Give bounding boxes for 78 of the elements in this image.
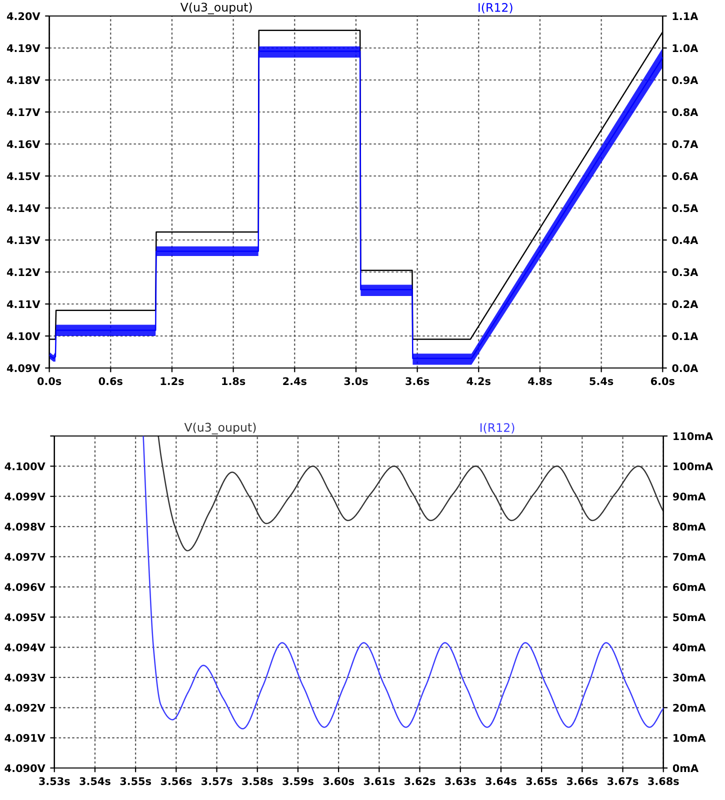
- text: I(R12): [478, 2, 512, 14]
- y2-tick-label: 1.0A: [672, 44, 698, 52]
- x-tick-label: 3.0s: [344, 377, 368, 386]
- x-tick-label: 3.55s: [120, 777, 152, 786]
- y2-tick-label: 0mA: [672, 764, 699, 772]
- y2-tick-label: 0.9A: [672, 76, 698, 84]
- y-tick-label: 4.10V: [6, 332, 40, 340]
- y2-tick-label: 80mA: [673, 522, 706, 531]
- y2-tick-label: 0.1A: [672, 332, 698, 340]
- y2-tick-label: 20mA: [673, 704, 706, 712]
- y-tick-label: 4.16V: [6, 140, 40, 148]
- y2-tick-label: 10mA: [674, 734, 706, 742]
- y-tick-label: 4.096V: [4, 583, 46, 592]
- text: I(R12): [480, 422, 514, 434]
- x-tick-label: 3.59s: [282, 777, 314, 786]
- y2-tick-label: 110mA: [674, 432, 714, 440]
- x-tick-label: 1.8s: [222, 377, 246, 386]
- x-tick-label: 4.8s: [528, 377, 552, 386]
- x-tick-label: 3.60s: [323, 777, 354, 786]
- x-tick-label: 3.56s: [160, 777, 192, 786]
- x-tick-label: 3.68s: [648, 777, 679, 786]
- x-tick-label: 3.65s: [526, 777, 558, 786]
- y-tick-label: 4.099V: [4, 492, 46, 500]
- x-tick-label: 3.64s: [486, 777, 516, 786]
- x-tick-label: 0.0s: [37, 377, 62, 386]
- y2-tick-label: 90mA: [672, 492, 706, 500]
- y-tick-label: 4.18V: [6, 76, 40, 84]
- y-tick-label: 4.098V: [4, 522, 46, 531]
- x-tick-label: 3.62s: [404, 777, 436, 786]
- y2-tick-label: 0.6A: [672, 172, 698, 180]
- y-tick-label: 4.17V: [6, 108, 40, 116]
- y-tick-label: 4.094V: [4, 644, 46, 652]
- y2-tick-label: 0.5A: [672, 204, 698, 212]
- x-tick-label: 6.0s: [650, 377, 674, 386]
- y-tick-label: 4.095V: [4, 613, 46, 622]
- y-tick-label: 4.11V: [6, 300, 40, 308]
- x-tick-label: 3.66s: [566, 777, 598, 786]
- y2-tick-label: 40mA: [672, 644, 706, 652]
- x-tick-label: 5.4s: [590, 377, 614, 386]
- y2-tick-label: 1.1A: [672, 12, 698, 20]
- text: V(u3_ouput): [184, 422, 256, 434]
- y-tick-label: 4.091V: [4, 734, 46, 742]
- x-tick-label: 1.2s: [160, 377, 184, 386]
- x-tick-label: 0.6s: [98, 377, 122, 386]
- y-tick-label: 4.20V: [6, 12, 40, 20]
- y-tick-label: 4.13V: [6, 236, 40, 244]
- x-tick-label: 3.61s: [364, 777, 395, 786]
- y-tick-label: 4.092V: [4, 704, 46, 712]
- y-tick-label: 4.097V: [4, 552, 46, 561]
- y2-tick-label: 0.4A: [672, 236, 698, 244]
- x-tick-label: 3.53s: [39, 777, 70, 786]
- y2-tick-label: 60mA: [673, 583, 706, 592]
- series-label: V(u3_ouput): [180, 2, 252, 14]
- y-tick-label: 4.14V: [6, 204, 40, 212]
- x-tick-label: 3.58s: [242, 777, 273, 786]
- x-tick-label: 4.2s: [466, 377, 490, 386]
- x-tick-label: 2.4s: [283, 377, 306, 386]
- y2-tick-label: 0.8A: [672, 108, 698, 116]
- y-tick-label: 4.090V: [4, 764, 46, 772]
- y-tick-label: 4.12V: [6, 268, 40, 276]
- y2-tick-label: 50mA: [673, 613, 706, 622]
- x-tick-label: 3.63s: [445, 777, 476, 786]
- y-tick-label: 4.09V: [6, 364, 40, 372]
- y2-tick-label: 0.3A: [672, 268, 698, 276]
- y-tick-label: 4.093V: [4, 674, 46, 682]
- x-tick-label: 3.57s: [202, 777, 232, 786]
- y-tick-label: 4.100V: [4, 462, 46, 470]
- x-tick-label: 3.54s: [80, 777, 110, 786]
- y2-tick-label: 0.0A: [672, 364, 698, 372]
- y2-tick-label: 30mA: [673, 674, 706, 682]
- y2-tick-label: 0.7A: [672, 140, 698, 148]
- y-tick-label: 4.19V: [6, 44, 40, 52]
- x-tick-label: 3.6s: [406, 377, 430, 386]
- y2-tick-label: 0.2A: [672, 300, 698, 308]
- y2-tick-label: 100mA: [674, 462, 714, 470]
- y-tick-label: 4.15V: [6, 172, 40, 180]
- x-tick-label: 3.67s: [608, 777, 638, 786]
- y2-tick-label: 70mA: [673, 552, 706, 561]
